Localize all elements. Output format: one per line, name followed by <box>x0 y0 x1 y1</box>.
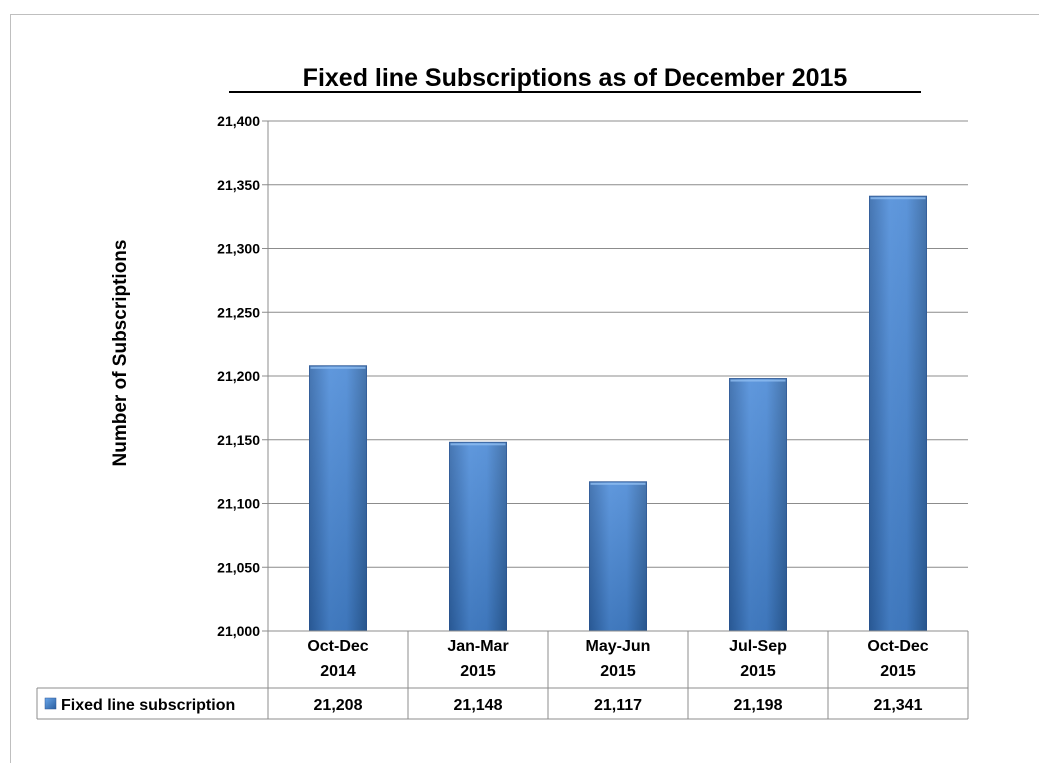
bar <box>309 365 367 632</box>
legend-series-name: Fixed line subscription <box>61 697 235 714</box>
chart-area <box>10 14 1039 763</box>
y-tick-label: 21,300 <box>217 241 260 257</box>
y-tick-label: 21,250 <box>217 304 260 320</box>
bar-highlight <box>730 379 786 382</box>
category-label: May-Jun <box>586 638 651 655</box>
data-label: 21,341 <box>874 697 923 714</box>
bar <box>449 441 507 632</box>
bar <box>729 378 787 632</box>
category-label: Jan-Mar <box>447 638 508 655</box>
bar-shade <box>309 365 367 631</box>
bars <box>309 195 927 632</box>
bar-highlight <box>310 366 366 369</box>
y-tick-label: 21,150 <box>217 432 260 448</box>
bar-shade <box>729 378 787 631</box>
bar-highlight <box>590 482 646 485</box>
bar-highlight <box>870 197 926 200</box>
y-axis-label: Number of Subscriptions <box>110 240 131 467</box>
y-tick-labels: 21,000 21,050 21,100 21,150 21,200 21,250 21,3… <box>217 113 260 639</box>
y-tick-label: 21,100 <box>217 496 260 512</box>
bar <box>589 481 647 632</box>
y-tick-label: 21,000 <box>217 623 260 639</box>
y-tick-label: 21,200 <box>217 368 260 384</box>
category-label: 2015 <box>740 663 776 680</box>
data-label: 21,208 <box>314 697 363 714</box>
bar-shade <box>589 481 647 631</box>
bar-highlight <box>450 443 506 446</box>
category-label: 2015 <box>460 663 496 680</box>
y-tick-label: 21,350 <box>217 177 260 193</box>
y-tick-label: 21,400 <box>217 113 260 129</box>
data-table: Oct-Dec 2014 Jan-Mar 2015 May-Jun 2015 Jul-Sep… <box>36 630 969 720</box>
data-label: 21,198 <box>734 697 783 714</box>
data-label: 21,117 <box>594 697 642 714</box>
bar-shade <box>869 196 927 631</box>
category-label: 2015 <box>880 663 916 680</box>
category-label: Jul-Sep <box>729 638 787 655</box>
y-tick-label: 21,050 <box>217 559 260 575</box>
bar <box>869 195 927 632</box>
category-label: Oct-Dec <box>307 638 368 655</box>
category-label: 2014 <box>320 663 356 680</box>
data-label: 21,148 <box>454 697 503 714</box>
category-label: Oct-Dec <box>867 638 928 655</box>
chart-title: Fixed line Subscriptions as of December … <box>303 64 848 92</box>
bar-shade <box>449 442 507 631</box>
legend-swatch-icon <box>44 697 57 710</box>
category-label: 2015 <box>600 663 636 680</box>
